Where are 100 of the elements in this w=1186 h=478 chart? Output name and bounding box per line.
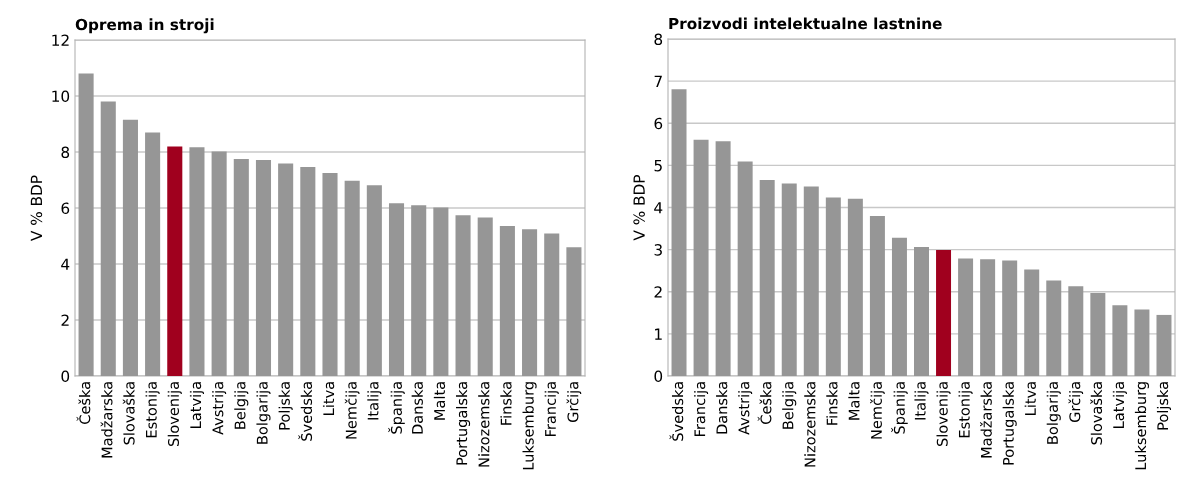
y-tick-label: 7	[654, 75, 662, 87]
x-tick-label: Poljska	[1156, 382, 1172, 430]
bar	[366, 185, 382, 376]
x-tick-label: Estonija	[958, 382, 973, 438]
x-tick-label: Slovenija	[936, 382, 951, 447]
x-tick-label: Portugalska	[1002, 382, 1017, 465]
bar	[1002, 260, 1018, 376]
bar	[1046, 280, 1062, 376]
y-tick-label: 6	[61, 202, 70, 215]
x-tick-label: Danska	[716, 382, 728, 434]
bar	[803, 186, 819, 376]
y-tick-label: 8	[654, 33, 663, 46]
y-tick-label: 12	[52, 34, 69, 46]
x-tick-label: Litva	[1024, 382, 1036, 415]
y-tick-label: 0	[61, 370, 70, 383]
y-tick-label: 6	[654, 117, 663, 130]
x-tick-label: Slovaška	[122, 382, 135, 445]
bar	[411, 205, 427, 376]
bar	[566, 247, 582, 376]
x-tick-label: Grčija	[566, 382, 582, 423]
x-tick-label: Danska	[411, 382, 423, 434]
x-tick-label: Bolgarija	[1046, 382, 1061, 444]
chart-title: Oprema in stroji	[75, 18, 214, 34]
bar	[781, 183, 797, 376]
bar	[145, 132, 161, 376]
x-tick-label: Slovaška	[1090, 382, 1103, 445]
bar	[388, 203, 405, 376]
bar	[78, 73, 94, 376]
x-tick-label: Malta	[433, 382, 446, 420]
x-tick-label: Nizozemska	[804, 382, 816, 467]
x-tick-label: Češka	[76, 382, 91, 424]
y-tick-label: 8	[61, 146, 70, 159]
x-tick-label: Estonija	[145, 382, 160, 438]
x-tick-label: Belgija	[234, 382, 249, 429]
x-tick-label: Litva	[322, 382, 335, 415]
bar	[322, 173, 338, 376]
x-tick-label: Francija	[544, 382, 559, 436]
bar	[477, 217, 493, 376]
bar	[1068, 286, 1084, 376]
x-tick-label: Avstrija	[212, 382, 227, 435]
y-tick-label: 1	[655, 328, 662, 340]
x-tick-label: Luksemburg	[1134, 382, 1149, 470]
bar	[914, 247, 929, 376]
bar	[891, 237, 907, 376]
y-tick-label: 5	[654, 160, 662, 172]
x-tick-label: Finska	[500, 382, 512, 425]
x-tick-label: Švedska	[669, 382, 684, 441]
x-tick-label: Belgija	[782, 382, 797, 429]
y-tick-label: 2	[654, 286, 662, 298]
bar	[433, 207, 449, 376]
bar	[278, 163, 294, 376]
x-tick-label: Madžarska	[100, 382, 113, 458]
x-tick-label: Poljska	[278, 382, 293, 430]
x-tick-label: Nizozemska	[478, 382, 490, 467]
x-tick-label: Avstrija	[738, 382, 753, 435]
bar	[300, 167, 316, 376]
x-tick-label: Nemčija	[344, 382, 360, 439]
x-tick-label: Bolgarija	[256, 382, 271, 444]
bar	[344, 180, 360, 376]
bar	[1134, 309, 1150, 376]
bar	[1112, 305, 1128, 376]
bar	[869, 215, 885, 376]
bar	[1156, 314, 1172, 376]
bar	[737, 161, 753, 376]
bar	[693, 139, 709, 376]
x-tick-label: Španija	[388, 382, 405, 434]
bar	[825, 197, 841, 376]
bar	[936, 250, 952, 376]
x-tick-label: Latvija	[1112, 382, 1127, 428]
bar	[980, 259, 996, 376]
bar	[455, 215, 471, 376]
x-tick-label: Češka	[757, 382, 772, 424]
y-tick-label: 4	[61, 258, 70, 270]
x-tick-label: Malta	[848, 382, 860, 420]
bar	[958, 258, 974, 376]
x-tick-label: Italija	[914, 382, 929, 420]
x-tick-label: Francija	[694, 382, 709, 436]
y-tick-label: 4	[654, 202, 663, 214]
x-tick-label: Španija	[891, 382, 908, 434]
bar	[211, 151, 227, 376]
bar	[189, 147, 205, 376]
x-tick-label: Luksemburg	[522, 382, 537, 470]
bar	[759, 180, 775, 376]
y-tick-label: 2	[61, 314, 69, 326]
bar	[122, 119, 138, 376]
bar	[499, 225, 515, 376]
bar	[233, 159, 249, 376]
y-axis-title: V % BDP	[30, 175, 43, 241]
y-tick-label: 10	[52, 90, 70, 103]
y-axis-title: V % BDP	[633, 174, 645, 241]
x-tick-label: Finska	[826, 382, 838, 425]
bar	[671, 89, 687, 376]
x-tick-label: Madžarska	[979, 382, 992, 458]
x-tick-label: Nemčija	[870, 382, 885, 439]
bar	[847, 198, 863, 376]
bar	[100, 101, 116, 376]
bar	[544, 233, 560, 376]
bar	[522, 229, 538, 376]
bar	[167, 146, 183, 376]
bar	[1090, 293, 1106, 376]
